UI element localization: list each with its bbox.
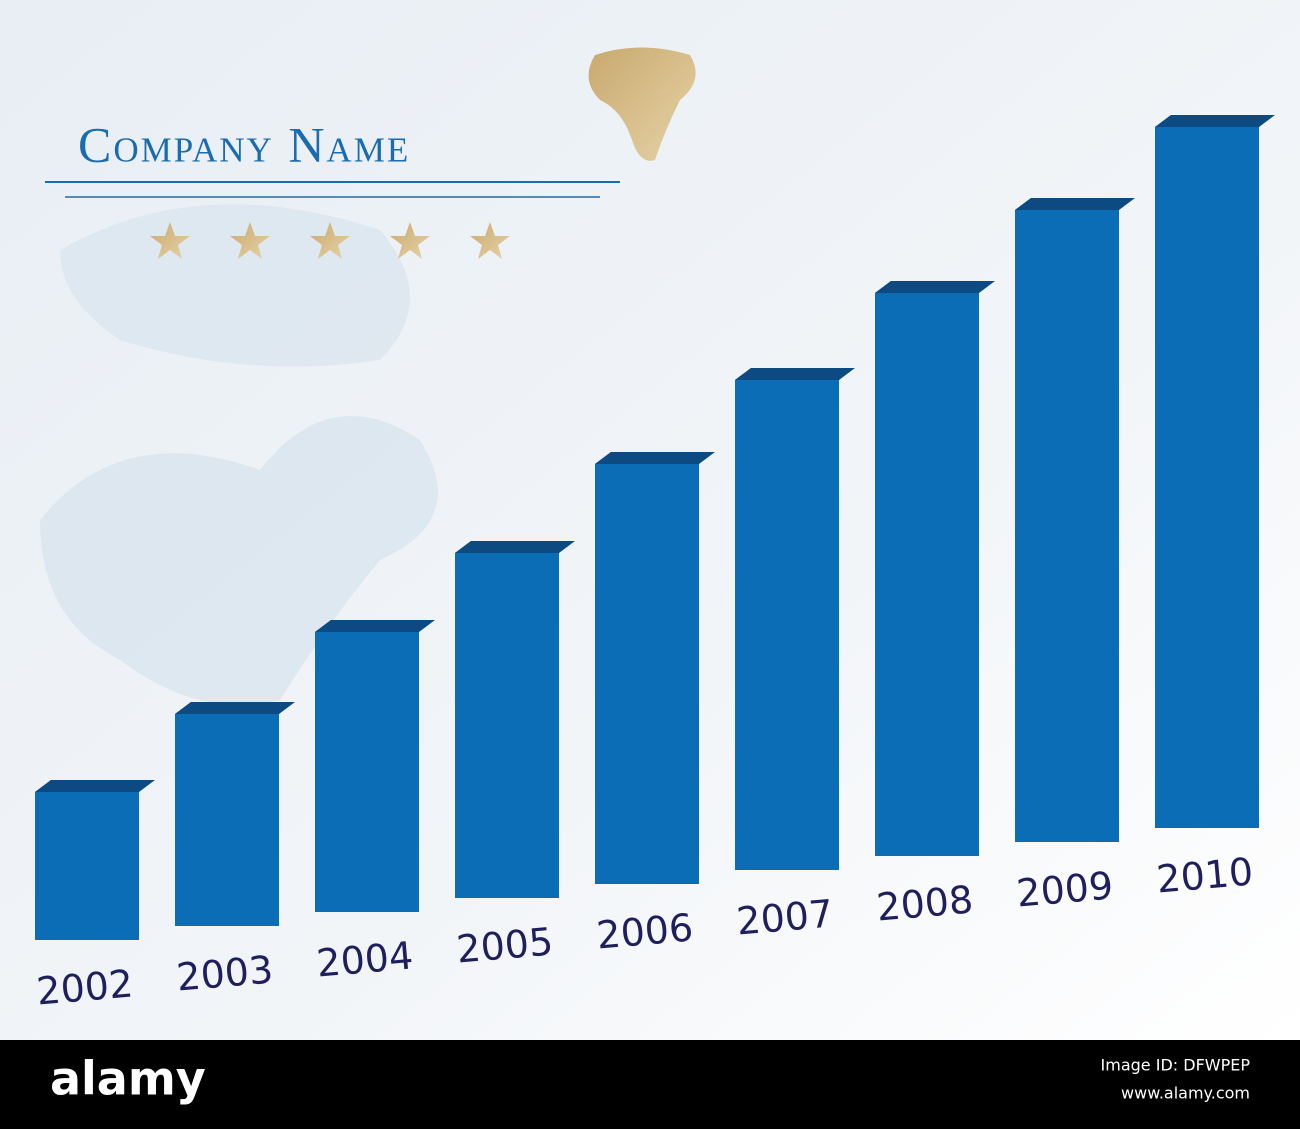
footer-id: Image ID: DFWPEP [1101, 1056, 1251, 1075]
bar-top [1015, 198, 1135, 210]
bar-top [1155, 115, 1275, 127]
bar-top [595, 452, 715, 464]
star [230, 222, 270, 259]
bar-top [455, 541, 575, 553]
bar [875, 293, 979, 856]
stars [150, 222, 510, 259]
x-tick-label: 2010 [1155, 849, 1255, 901]
x-tick-label: 2006 [595, 905, 695, 957]
bar-top [35, 780, 155, 792]
chart-title: Company Name [78, 116, 410, 172]
x-tick-label: 2005 [455, 919, 555, 971]
bar-top [875, 281, 995, 293]
footer-url: www.alamy.com [1121, 1084, 1250, 1103]
bar [175, 714, 279, 926]
x-tick-label: 2008 [875, 877, 975, 929]
star [150, 222, 190, 259]
star [470, 222, 510, 259]
bar [35, 792, 139, 940]
star [390, 222, 430, 259]
africa-icon [588, 47, 696, 161]
bar-top [175, 702, 295, 714]
bar-top [735, 368, 855, 380]
map-shape [40, 416, 438, 705]
x-tick-label: 2003 [175, 947, 275, 999]
x-tick-label: 2004 [315, 933, 415, 985]
x-tick-label: 2007 [735, 891, 835, 943]
bar [595, 464, 699, 884]
footer [0, 1040, 1300, 1129]
bar [455, 553, 559, 898]
bar [1155, 127, 1259, 828]
star [310, 222, 350, 259]
bar-top [315, 620, 435, 632]
bar [315, 632, 419, 912]
bar [735, 380, 839, 870]
footer-brand: alamy [50, 1052, 206, 1106]
bars: 2002 2003 2004 2005 2006 2007 2008 2009 2010 [35, 115, 1275, 1014]
bar [1015, 210, 1119, 842]
x-tick-label: 2009 [1015, 863, 1115, 915]
x-tick-label: 2002 [35, 961, 135, 1013]
